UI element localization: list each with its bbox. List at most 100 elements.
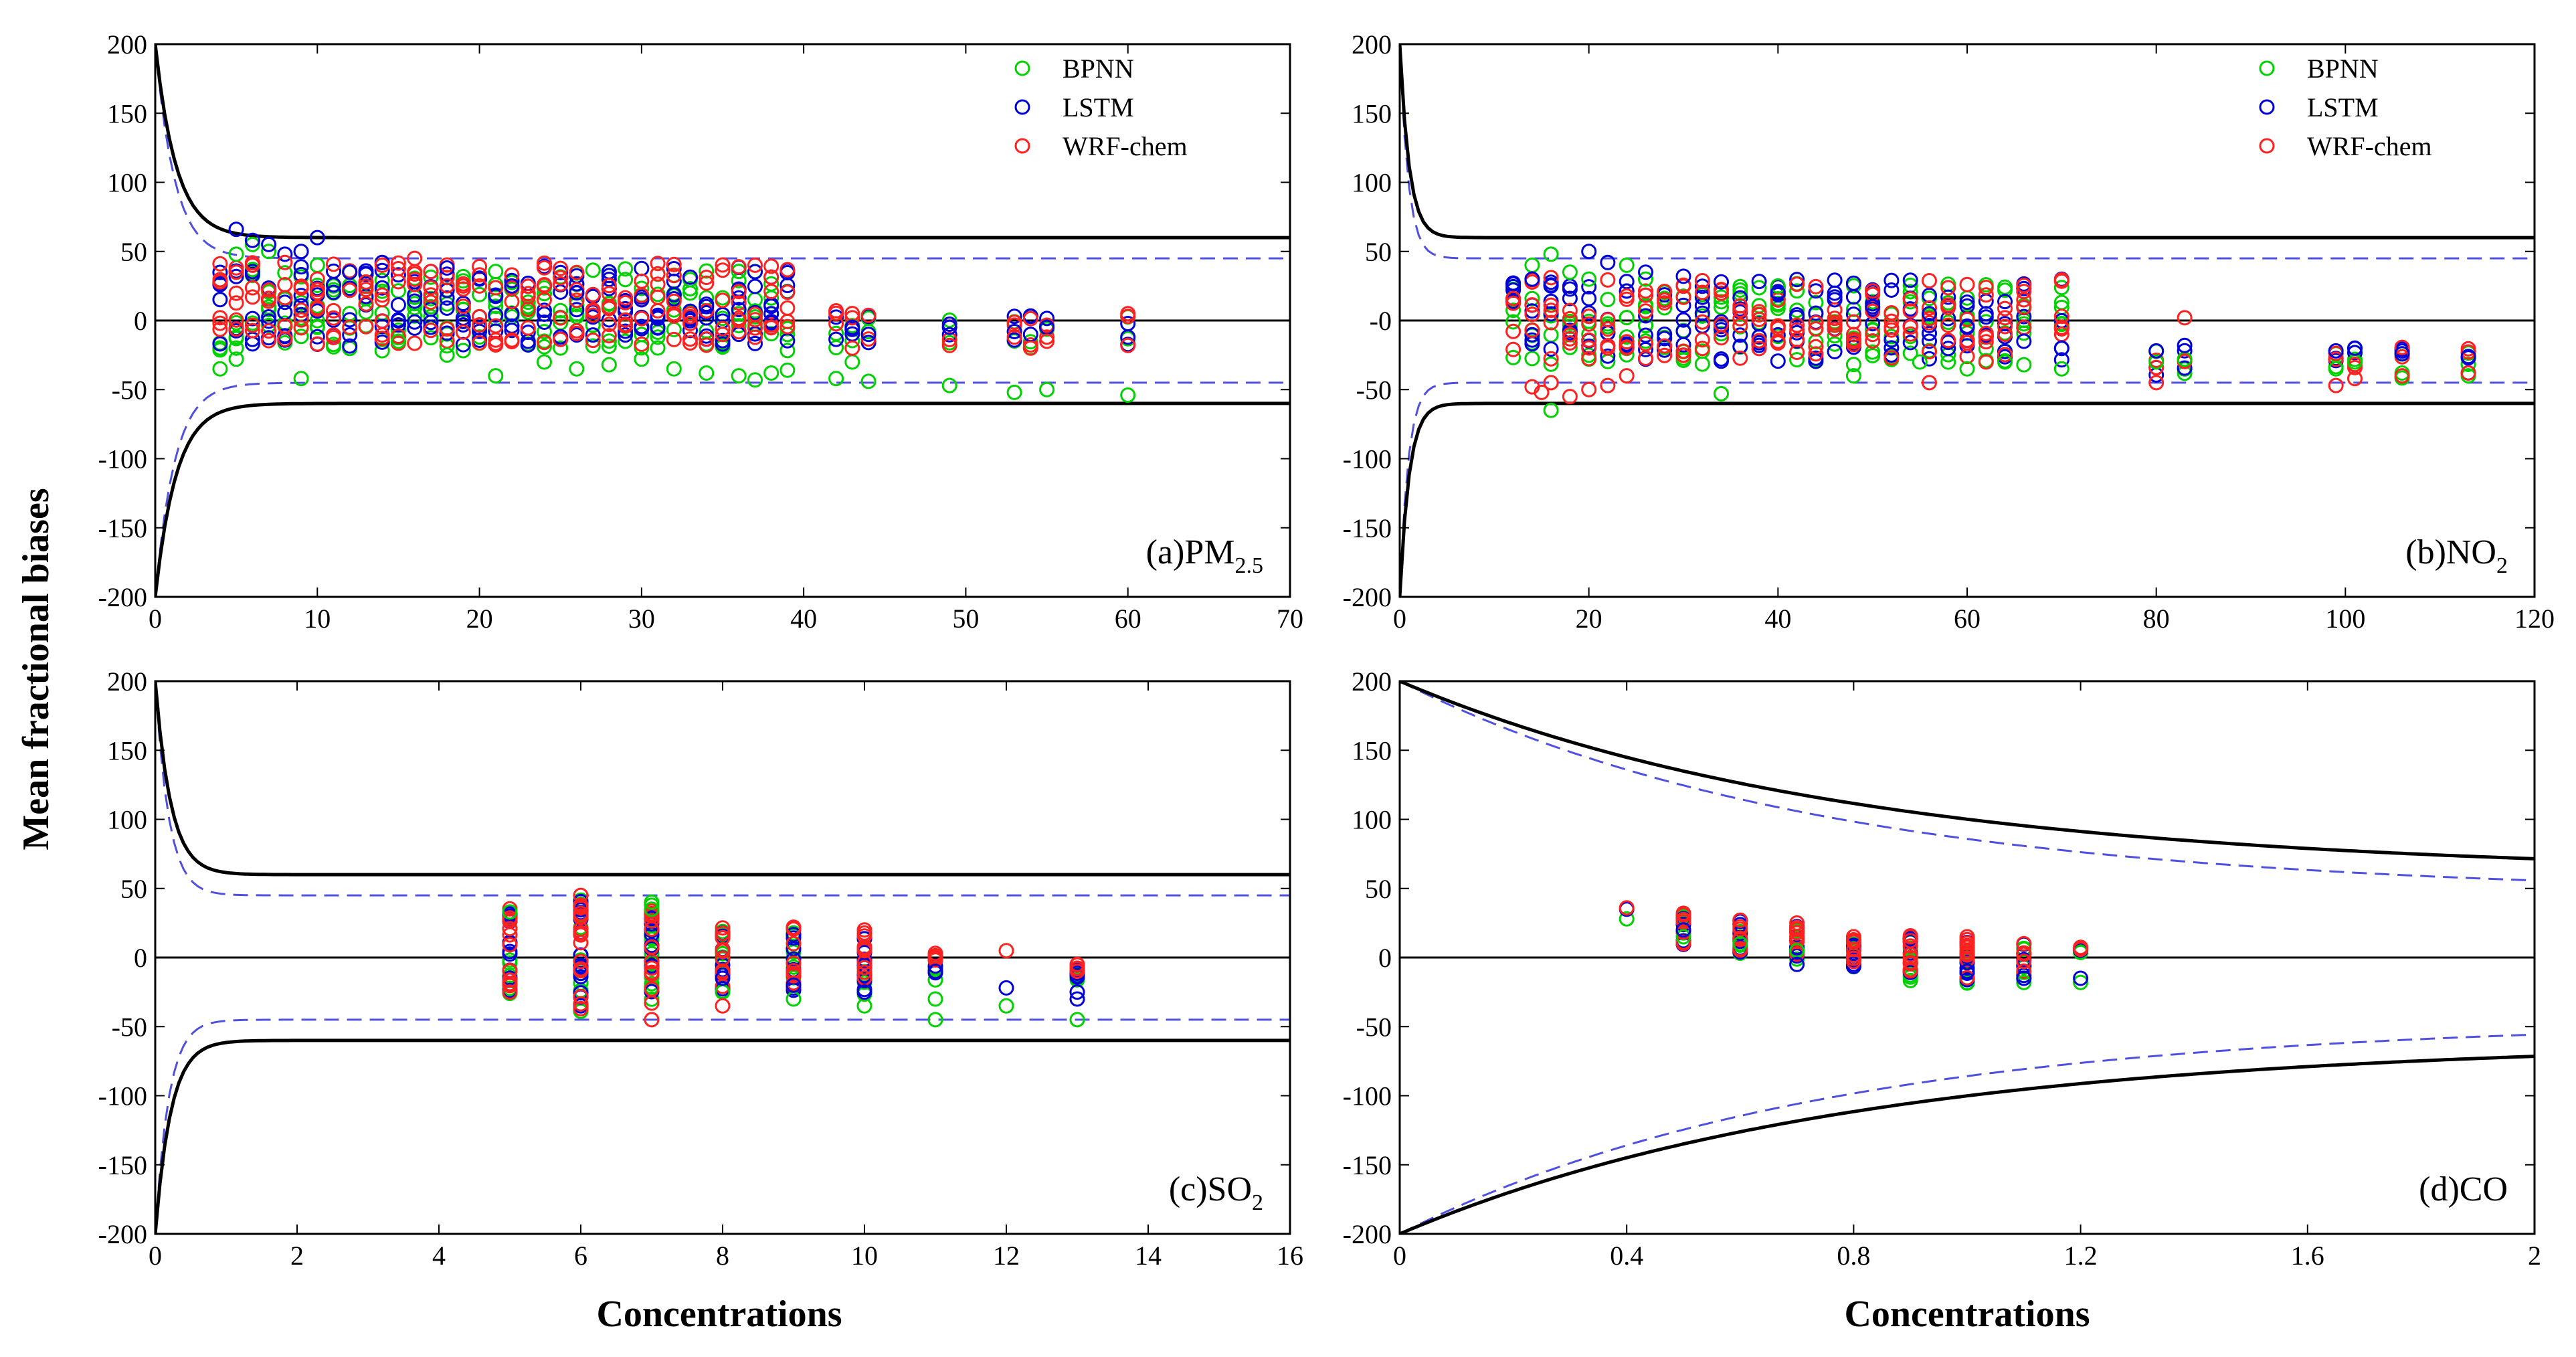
point-wrf-chem <box>1997 327 2013 342</box>
point-wrf-chem <box>715 257 731 273</box>
point-bpnn <box>553 340 569 356</box>
point-lstm <box>439 325 455 341</box>
point-wrf-chem <box>699 303 715 319</box>
y-tick-label: -200 <box>1343 582 1392 612</box>
point-wrf-chem <box>439 278 455 294</box>
point-lstm <box>293 259 309 275</box>
point-wrf-chem <box>423 264 439 280</box>
point-wrf-chem <box>644 921 660 937</box>
point-wrf-chem <box>277 331 293 347</box>
point-wrf-chem <box>1865 327 1881 343</box>
point-wrf-chem <box>786 963 802 979</box>
x-tick-label: 40 <box>790 604 817 634</box>
point-lstm <box>261 236 277 252</box>
legend-label-lstm: LSTM <box>2307 92 2379 122</box>
point-wrf-chem <box>1902 938 1918 954</box>
point-bpnn <box>1619 911 1635 927</box>
point-wrf-chem <box>1940 333 1956 349</box>
point-wrf-chem <box>1120 306 1136 322</box>
point-wrf-chem <box>472 308 488 325</box>
point-wrf-chem <box>731 312 747 329</box>
point-wrf-chem <box>573 935 589 951</box>
point-lstm <box>423 314 439 331</box>
point-lstm <box>786 930 802 946</box>
point-bpnn <box>941 312 957 328</box>
point-wrf-chem <box>358 296 374 312</box>
point-wrf-chem <box>1619 334 1635 350</box>
point-wrf-chem <box>573 961 589 977</box>
point-bpnn <box>666 361 682 377</box>
point-lstm <box>439 290 455 306</box>
point-wrf-chem <box>2460 344 2476 360</box>
point-wrf-chem <box>941 332 957 347</box>
point-bpnn <box>212 342 228 358</box>
point-lstm <box>439 300 455 316</box>
point-wrf-chem <box>731 295 747 311</box>
point-lstm <box>1543 341 1559 357</box>
point-bpnn <box>228 340 244 356</box>
point-wrf-chem <box>2016 284 2032 300</box>
point-wrf-chem <box>856 960 872 976</box>
point-bpnn <box>779 343 796 359</box>
point-wrf-chem <box>569 292 585 308</box>
point-lstm <box>1827 344 1843 359</box>
point-wrf-chem <box>423 294 439 310</box>
point-lstm <box>1638 308 1653 324</box>
point-wrf-chem <box>488 318 504 334</box>
point-wrf-chem <box>1581 381 1597 397</box>
point-bpnn <box>1543 356 1559 372</box>
y-tick-label: 150 <box>107 98 147 128</box>
point-lstm <box>1006 308 1022 325</box>
point-bpnn <box>1808 294 1824 310</box>
point-wrf-chem <box>1069 956 1085 972</box>
point-wrf-chem <box>1751 311 1767 327</box>
point-wrf-chem <box>1657 338 1673 354</box>
point-bpnn <box>1714 385 1729 401</box>
point-wrf-chem <box>699 275 715 291</box>
point-lstm <box>537 314 552 330</box>
point-bpnn <box>423 330 439 346</box>
point-lstm <box>1524 271 1540 287</box>
point-wrf-chem <box>1562 389 1578 405</box>
point-wrf-chem <box>277 254 293 270</box>
point-bpnn <box>2053 361 2069 377</box>
legend-label-wrf-chem: WRF-chem <box>1063 131 1188 161</box>
point-wrf-chem <box>1883 350 1900 366</box>
point-bpnn <box>293 371 309 387</box>
point-lstm <box>1006 324 1022 339</box>
point-lstm <box>504 323 520 339</box>
point-wrf-chem <box>644 954 660 970</box>
point-bpnn <box>1714 326 1729 342</box>
point-wrf-chem <box>747 329 763 345</box>
point-wrf-chem <box>1638 283 1653 299</box>
point-lstm <box>1751 316 1767 332</box>
point-lstm <box>747 335 763 351</box>
point-lstm <box>2016 333 2032 349</box>
point-wrf-chem <box>390 329 406 344</box>
point-lstm <box>1562 290 1578 306</box>
x-tick-label: 2 <box>2528 1241 2541 1271</box>
point-wrf-chem <box>860 331 877 347</box>
point-bpnn <box>537 324 552 340</box>
point-bpnn <box>520 294 536 310</box>
point-lstm <box>358 288 374 304</box>
point-wrf-chem <box>1619 368 1635 384</box>
point-wrf-chem <box>1902 326 1918 342</box>
point-lstm <box>601 268 617 284</box>
point-wrf-chem <box>1959 931 1975 947</box>
point-wrf-chem <box>2053 273 2069 289</box>
point-wrf-chem <box>1902 949 1918 966</box>
point-wrf-chem <box>407 250 423 266</box>
point-wrf-chem <box>715 262 731 278</box>
point-lstm <box>828 331 844 347</box>
point-wrf-chem <box>634 337 650 352</box>
y-tick-label: 100 <box>1352 805 1392 835</box>
point-wrf-chem <box>682 335 698 351</box>
point-bpnn <box>1827 336 1843 352</box>
x-axis-title-right: Concentrations <box>1844 1293 2090 1335</box>
point-wrf-chem <box>1770 318 1786 334</box>
point-wrf-chem <box>1694 273 1710 288</box>
point-bpnn <box>650 329 666 345</box>
point-wrf-chem <box>1978 280 1994 295</box>
point-bpnn <box>731 368 747 384</box>
